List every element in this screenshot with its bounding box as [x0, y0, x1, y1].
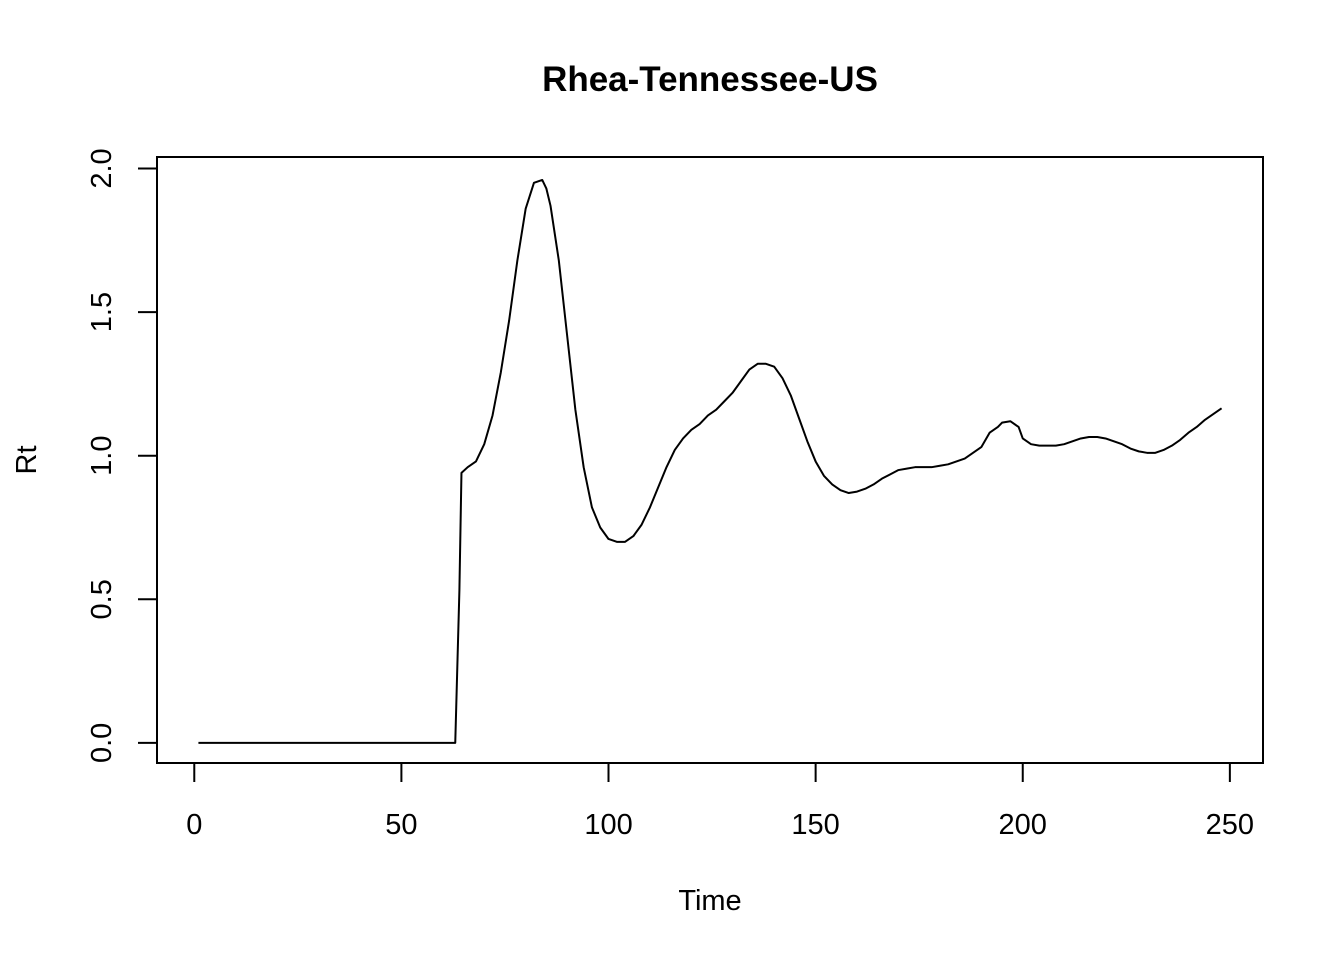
x-tick-label: 100	[584, 809, 632, 841]
x-tick-label: 50	[385, 809, 417, 841]
y-tick-label: 0.0	[86, 723, 118, 763]
x-tick-label: 200	[999, 809, 1047, 841]
y-axis: 0.0 0.5 1.0 1.5 2.0	[86, 148, 158, 763]
y-tick-label: 0.5	[86, 579, 118, 619]
x-tick-label: 150	[791, 809, 839, 841]
plot-frame	[156, 156, 1264, 764]
y-tick-label: 1.0	[86, 436, 118, 476]
chart-title: Rhea-Tennessee-US	[542, 60, 878, 99]
x-axis: 0 50 100 150 200 250	[186, 762, 1254, 841]
x-tick-label: 250	[1206, 809, 1254, 841]
x-axis-title: Time	[678, 885, 741, 917]
rt-series-line	[198, 178, 1223, 744]
y-axis-title: Rt	[11, 446, 43, 475]
x-tick-label: 0	[186, 809, 202, 841]
y-tick-label: 2.0	[86, 148, 118, 188]
y-tick-label: 1.5	[86, 292, 118, 332]
